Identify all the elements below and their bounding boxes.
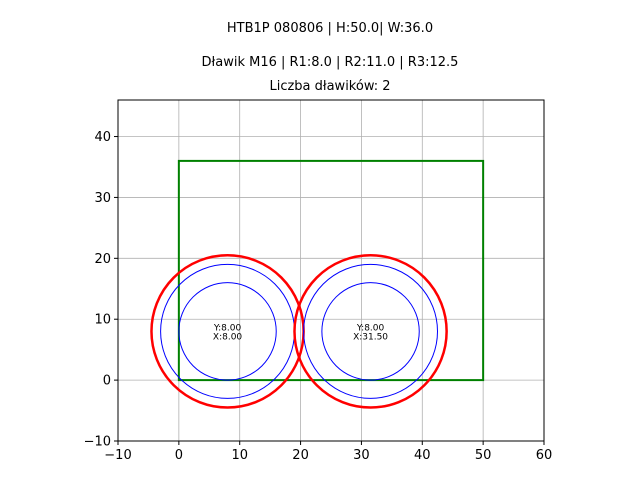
chart-title: HTB1P 080806 | H:50.0| W:36.0 Dławik M16… <box>202 21 459 94</box>
x-tick-label: −10 <box>104 448 131 463</box>
x-tick-label: 10 <box>231 448 248 463</box>
y-tick-label: 40 <box>94 130 111 145</box>
title-line-2: Dławik M16 | R1:8.0 | R2:11.0 | R3:12.5 <box>202 55 459 70</box>
x-tick-label: 60 <box>536 448 553 463</box>
title-line-3: Liczba dławików: 2 <box>269 79 390 94</box>
title-line-1: HTB1P 080806 | H:50.0| W:36.0 <box>227 21 433 36</box>
gland-2-label-x: X:31.50 <box>353 332 388 342</box>
gland-2-circle-r3 <box>293 254 448 409</box>
gland-2-circle-r2 <box>303 263 438 399</box>
enclosure-rectangle <box>177 159 485 382</box>
gland-2-circle-r1 <box>321 282 420 381</box>
gland-1-label-x: X:8.00 <box>213 332 243 342</box>
x-tick-label: 20 <box>292 448 309 463</box>
gland-1-circle-r1 <box>178 282 277 381</box>
x-tick-label: 40 <box>414 448 431 463</box>
gland-1-label-y: Y:8.00 <box>213 323 242 333</box>
y-tick-label: 0 <box>103 374 111 389</box>
plot-area: Y:8.00X:8.00Y:8.00X:31.50−10 0 10 20 30 40 50 6… <box>84 99 553 463</box>
y-tick-label: 20 <box>94 252 111 267</box>
x-tick-label: 50 <box>475 448 492 463</box>
gland-2-label-y: Y:8.00 <box>356 323 385 333</box>
y-tick-label: −10 <box>84 435 111 450</box>
axes-frame <box>117 99 545 442</box>
x-tick-label: 0 <box>175 448 183 463</box>
y-tick-label: 30 <box>94 191 111 206</box>
y-tick-label: 10 <box>94 313 111 328</box>
x-tick-label: 30 <box>353 448 370 463</box>
